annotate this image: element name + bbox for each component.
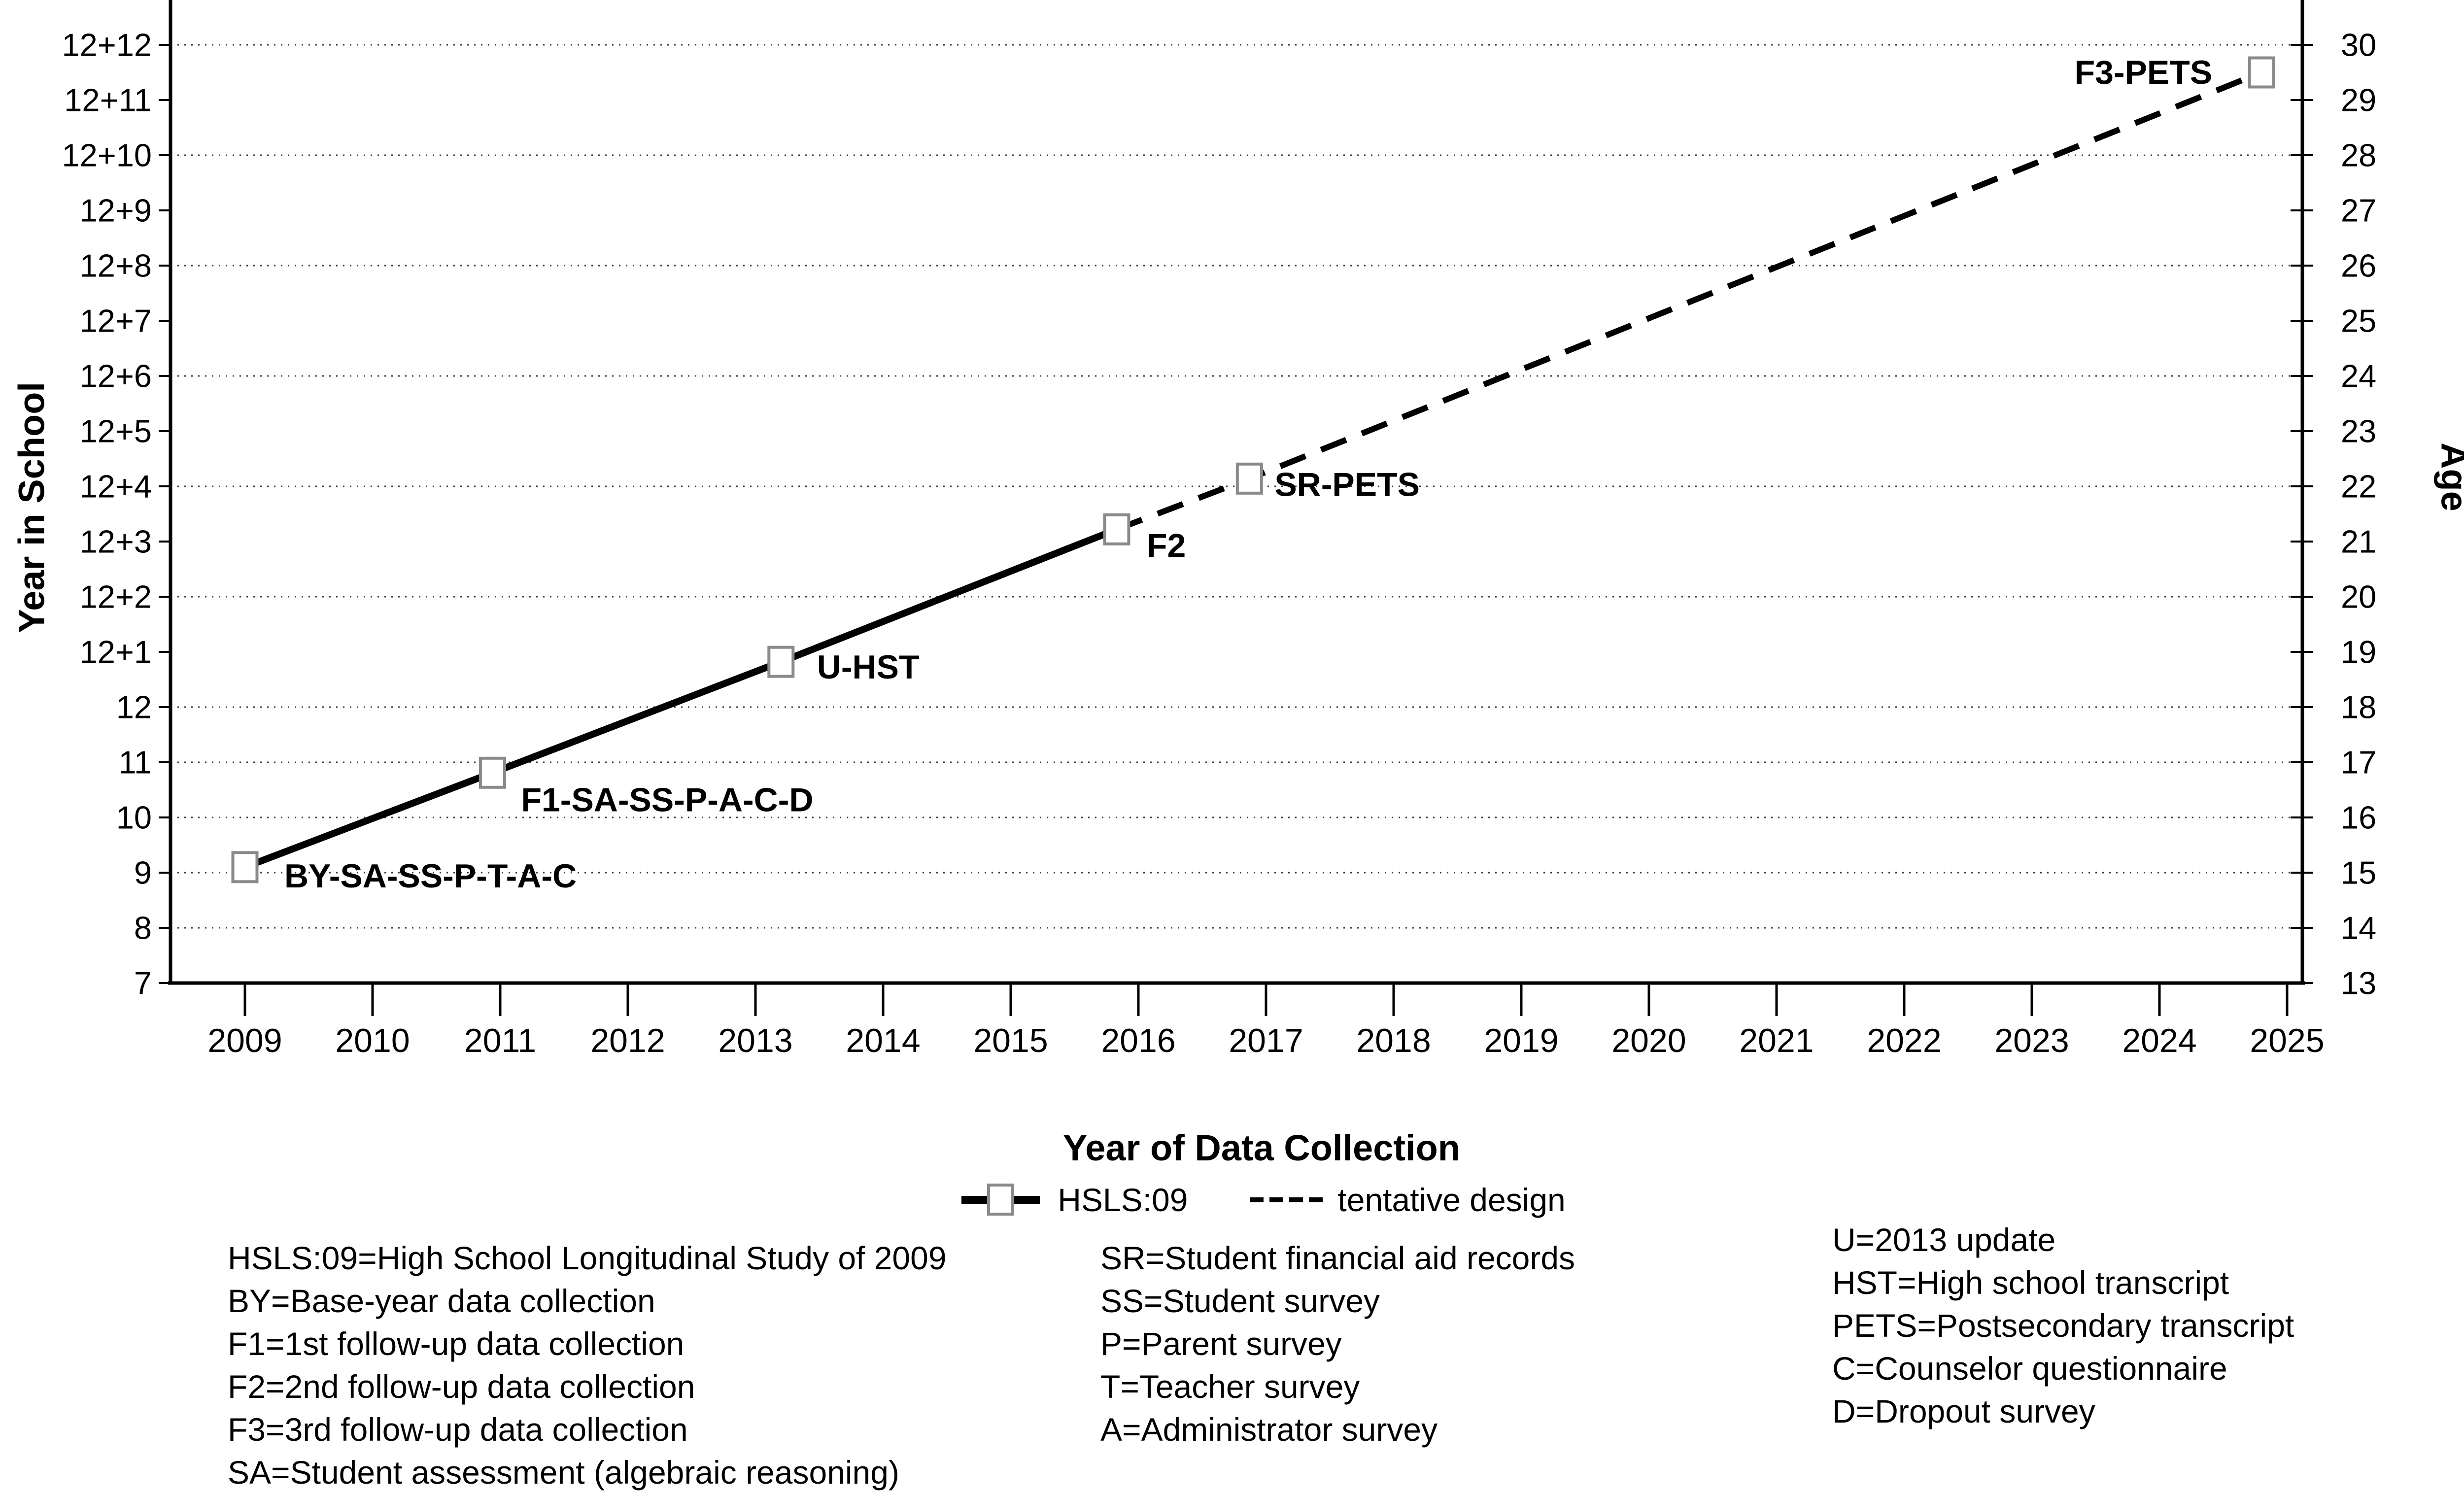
data-point-marker — [2250, 58, 2274, 87]
y-left-tick-label: 12+5 — [80, 413, 152, 449]
tentative-design-legend-swatch-icon — [1250, 1173, 1324, 1227]
hsls09-legend-swatch-icon — [958, 1173, 1044, 1227]
x-tick-label: 2025 — [2250, 1022, 2324, 1059]
data-point-label: U-HST — [817, 648, 920, 686]
y-left-tick-label: 12+6 — [80, 358, 152, 394]
x-tick-label: 2024 — [2122, 1022, 2196, 1059]
key-line: SA=Student assessment (algebraic reasoni… — [228, 1451, 947, 1494]
key-line: A=Administrator survey — [1100, 1408, 1575, 1451]
y-right-tick-label: 30 — [2341, 27, 2376, 63]
key-line: C=Counselor questionnaire — [1832, 1347, 2294, 1390]
x-tick-label: 2014 — [846, 1022, 920, 1059]
abbreviation-key-column-3: U=2013 update HST=High school transcript… — [1832, 1219, 2294, 1433]
key-line: BY=Base-year data collection — [228, 1280, 947, 1323]
tentative-design-line — [1117, 72, 2261, 529]
data-point-marker — [480, 758, 505, 787]
y-right-tick-label: 17 — [2341, 745, 2376, 781]
y-right-tick-label: 23 — [2341, 413, 2376, 449]
data-point-label: F3-PETS — [2075, 54, 2213, 91]
y-right-tick-label: 27 — [2341, 193, 2376, 229]
y-left-tick-label: 12+11 — [64, 82, 152, 118]
y-right-tick-label: 14 — [2341, 910, 2376, 946]
key-line: F1=1st follow-up data collection — [228, 1323, 947, 1365]
key-line: D=Dropout survey — [1832, 1390, 2294, 1433]
key-line: SR=Student financial aid records — [1100, 1237, 1575, 1280]
y-left-tick-label: 10 — [116, 800, 152, 836]
y-axis-title-right: Age — [2434, 442, 2464, 511]
data-point-label: F2 — [1147, 527, 1186, 564]
y-axis-title-left: Year in School — [11, 382, 52, 633]
y-right-tick-label: 15 — [2341, 855, 2376, 891]
y-left-tick-label: 12+1 — [80, 634, 152, 670]
key-line: SS=Student survey — [1100, 1280, 1575, 1323]
y-right-tick-label: 25 — [2341, 303, 2376, 339]
x-tick-label: 2021 — [1739, 1022, 1814, 1059]
x-tick-label: 2009 — [207, 1022, 282, 1059]
y-right-tick-label: 21 — [2341, 524, 2376, 560]
y-right-tick-label: 18 — [2341, 689, 2376, 725]
x-tick-label: 2016 — [1101, 1022, 1175, 1059]
y-left-tick-label: 12+2 — [80, 579, 152, 615]
legend-label-hsls09: HSLS:09 — [1058, 1181, 1188, 1219]
data-point-marker — [233, 852, 257, 882]
y-right-tick-label: 19 — [2341, 634, 2376, 670]
x-tick-label: 2011 — [464, 1022, 536, 1059]
x-tick-label: 2010 — [335, 1022, 410, 1059]
y-left-tick-label: 12+7 — [80, 303, 152, 339]
x-tick-label: 2013 — [718, 1022, 792, 1059]
y-left-tick-label: 12+10 — [62, 137, 152, 173]
key-line: HSLS:09=High School Longitudinal Study o… — [228, 1237, 947, 1280]
abbreviation-key-column-1: HSLS:09=High School Longitudinal Study o… — [228, 1237, 947, 1494]
y-left-tick-label: 12+3 — [80, 524, 152, 560]
tick-labels: 7 13 8 14 9 15 10 16 11 17 12 18 12+1 19 12+2 20 12+3 21 1… — [62, 27, 2376, 1060]
y-left-tick-label: 8 — [134, 910, 152, 946]
x-tick-label: 2022 — [1867, 1022, 1941, 1059]
x-tick-label: 2015 — [973, 1022, 1048, 1059]
x-tick-label: 2023 — [1994, 1022, 2069, 1059]
data-point-label: BY-SA-SS-P-T-A-C — [284, 857, 577, 895]
x-tick-label: 2020 — [1611, 1022, 1686, 1059]
y-left-tick-label: 12+12 — [62, 27, 152, 63]
y-left-tick-label: 12 — [116, 689, 152, 725]
y-right-tick-label: 20 — [2341, 579, 2376, 615]
key-line: U=2013 update — [1832, 1219, 2294, 1261]
y-right-tick-label: 16 — [2341, 800, 2376, 836]
abbreviation-key-column-2: SR=Student financial aid records SS=Stud… — [1100, 1237, 1575, 1451]
y-left-tick-label: 12+9 — [80, 193, 152, 229]
y-left-tick-label: 9 — [134, 855, 152, 891]
data-markers: BY-SA-SS-P-T-A-C F1-SA-SS-P-A-C-D U-HST F2 S… — [233, 54, 2274, 895]
data-point-marker — [1237, 464, 1262, 493]
y-right-tick-label: 28 — [2341, 137, 2376, 173]
key-line: F3=3rd follow-up data collection — [228, 1408, 947, 1451]
y-left-tick-label: 12+4 — [80, 469, 152, 505]
y-left-tick-label: 7 — [134, 965, 152, 1001]
y-left-tick-label: 11 — [119, 745, 152, 781]
x-tick-label: 2017 — [1229, 1022, 1303, 1059]
y-right-tick-label: 26 — [2341, 248, 2376, 284]
legend-label-tentative-design: tentative design — [1337, 1181, 1565, 1219]
x-tick-label: 2019 — [1484, 1022, 1558, 1059]
y-right-tick-label: 24 — [2341, 358, 2376, 394]
data-point-label: F1-SA-SS-P-A-C-D — [521, 781, 813, 818]
key-line: F2=2nd follow-up data collection — [228, 1365, 947, 1408]
data-point-marker — [1104, 515, 1129, 544]
y-right-tick-label: 13 — [2341, 965, 2376, 1001]
y-right-tick-label: 29 — [2341, 82, 2376, 118]
legend-spacer — [1201, 1197, 1236, 1202]
data-point-marker — [769, 647, 793, 677]
x-axis-title: Year of Data Collection — [30, 1124, 2464, 1172]
chart: 7 13 8 14 9 15 10 16 11 17 12 18 12+1 19 12+2 20 12+3 21 1… — [0, 0, 2464, 1119]
y-left-tick-label: 12+8 — [80, 248, 152, 284]
y-right-tick-label: 22 — [2341, 469, 2376, 505]
key-line: P=Parent survey — [1100, 1323, 1575, 1365]
key-line: HST=High school transcript — [1832, 1261, 2294, 1304]
x-tick-label: 2018 — [1356, 1022, 1431, 1059]
key-line: T=Teacher survey — [1100, 1365, 1575, 1408]
data-point-label: SR-PETS — [1274, 466, 1420, 503]
key-line: PETS=Postsecondary transcript — [1832, 1304, 2294, 1347]
x-tick-label: 2012 — [590, 1022, 665, 1059]
